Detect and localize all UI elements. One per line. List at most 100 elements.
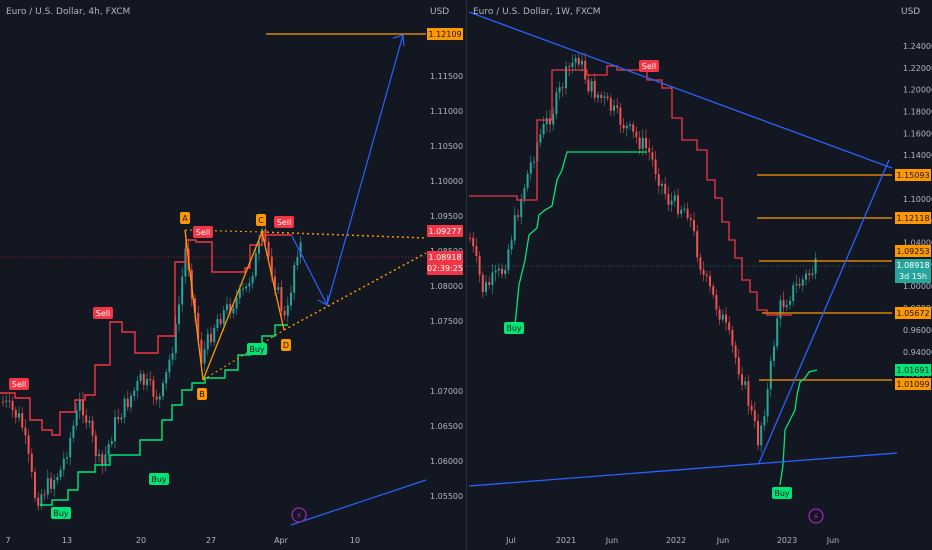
sell-signal: Sell bbox=[639, 60, 659, 72]
time-tick: Jun bbox=[605, 536, 619, 545]
lightning-icon[interactable]: ⚡ bbox=[291, 507, 307, 523]
price-tick: 1.16000 bbox=[903, 129, 932, 138]
level-price-tag: 1.12118 bbox=[895, 212, 931, 224]
candle bbox=[98, 454, 100, 457]
candle bbox=[561, 87, 564, 89]
svg-text:C: C bbox=[258, 216, 264, 225]
candle bbox=[693, 220, 695, 232]
candle bbox=[689, 218, 692, 221]
candle bbox=[229, 304, 232, 314]
candle bbox=[699, 257, 702, 270]
pattern-label-a: A bbox=[180, 212, 190, 224]
candle bbox=[254, 253, 257, 276]
price-tick: 1.11000 bbox=[430, 107, 463, 116]
candle bbox=[270, 256, 273, 277]
candle bbox=[194, 298, 196, 313]
svg-text:Buy: Buy bbox=[151, 475, 167, 484]
candle bbox=[286, 305, 289, 316]
candle bbox=[613, 105, 615, 111]
candle bbox=[673, 195, 676, 201]
candle bbox=[510, 240, 513, 250]
candle bbox=[277, 287, 280, 290]
candle bbox=[619, 107, 622, 125]
candle bbox=[168, 359, 171, 373]
chart-title-1w[interactable]: Euro / U.S. Dollar, 1W, FXCM bbox=[473, 7, 601, 17]
candle bbox=[632, 124, 635, 132]
svg-text:3d 15h: 3d 15h bbox=[899, 272, 927, 281]
candles-4h bbox=[2, 222, 302, 511]
candle bbox=[494, 270, 497, 273]
chart-canvas-4h[interactable]: A B C D Sell Sell Sell Sell Buy Buy Buy … bbox=[0, 0, 466, 550]
chart-pane-4h[interactable]: A B C D Sell Sell Sell Sell Buy Buy Buy … bbox=[0, 0, 466, 550]
candle bbox=[213, 327, 216, 343]
candle bbox=[72, 425, 75, 438]
lightning-icon[interactable]: ⚡ bbox=[808, 508, 824, 524]
candle bbox=[40, 494, 43, 507]
candle bbox=[296, 256, 299, 266]
sell-signal: Sell bbox=[193, 226, 213, 238]
candle bbox=[43, 494, 46, 496]
price-tick: 1.10000 bbox=[903, 195, 932, 204]
currency-label: USD bbox=[901, 7, 921, 17]
candle bbox=[523, 188, 526, 200]
candle bbox=[677, 195, 679, 214]
projection-path bbox=[291, 34, 404, 307]
svg-text:⚡: ⚡ bbox=[812, 512, 819, 523]
time-tick: Apr bbox=[274, 536, 289, 545]
chart-canvas-1w[interactable]: Sell Buy Buy ⚡ 1.24000 1.22000 1.20000 1.18… bbox=[467, 0, 932, 550]
candle bbox=[251, 275, 254, 284]
buy-signal: Buy bbox=[504, 322, 524, 334]
svg-text:02:39:25: 02:39:25 bbox=[427, 264, 463, 273]
candle bbox=[235, 297, 238, 309]
buy-signal: Buy bbox=[247, 343, 267, 355]
candle bbox=[497, 268, 500, 271]
buy-signal: Buy bbox=[149, 473, 169, 485]
svg-text:Sell: Sell bbox=[96, 309, 110, 318]
price-tick: 1.10500 bbox=[430, 142, 463, 151]
svg-text:B: B bbox=[199, 390, 205, 399]
svg-text:Buy: Buy bbox=[53, 509, 69, 518]
candle bbox=[126, 398, 129, 408]
candle bbox=[242, 288, 244, 290]
candle bbox=[104, 454, 107, 465]
candle bbox=[299, 242, 302, 257]
currency-label: USD bbox=[430, 7, 450, 17]
candle bbox=[245, 286, 248, 289]
time-tick: 2021 bbox=[556, 536, 576, 545]
candle bbox=[53, 480, 56, 489]
candle bbox=[529, 162, 532, 174]
candle bbox=[171, 353, 174, 360]
projection-arrow-mid bbox=[317, 294, 329, 306]
level-price-tag: 1.05672 bbox=[895, 307, 931, 319]
projection-arrow-head bbox=[392, 34, 405, 47]
candle bbox=[715, 294, 718, 310]
time-tick: 27 bbox=[206, 536, 216, 545]
resistance-dotted bbox=[261, 231, 427, 239]
candle bbox=[712, 286, 715, 295]
candle bbox=[568, 66, 571, 68]
candle bbox=[485, 282, 487, 293]
svg-text:Sell: Sell bbox=[196, 228, 210, 237]
candle bbox=[773, 346, 775, 361]
pattern-label-d: D bbox=[281, 339, 291, 351]
candle bbox=[46, 478, 49, 495]
candle bbox=[491, 272, 494, 285]
candle bbox=[238, 288, 241, 298]
chart-pane-1w[interactable]: Sell Buy Buy ⚡ 1.24000 1.22000 1.20000 1.18… bbox=[466, 0, 932, 550]
candle bbox=[24, 427, 27, 436]
candle bbox=[565, 66, 567, 89]
price-tick: 1.18000 bbox=[903, 108, 932, 117]
candle bbox=[200, 339, 203, 364]
time-tick: 2022 bbox=[666, 536, 686, 545]
chart-title-4h[interactable]: Euro / U.S. Dollar, 4h, FXCM bbox=[6, 7, 131, 17]
candle bbox=[574, 58, 577, 63]
candle bbox=[792, 285, 795, 301]
candle bbox=[721, 314, 724, 320]
candle bbox=[728, 322, 731, 331]
sell-signal: Sell bbox=[9, 378, 29, 390]
candle bbox=[507, 249, 510, 270]
price-tick: 0.94000 bbox=[903, 348, 932, 357]
trend-line-rising bbox=[758, 159, 890, 464]
